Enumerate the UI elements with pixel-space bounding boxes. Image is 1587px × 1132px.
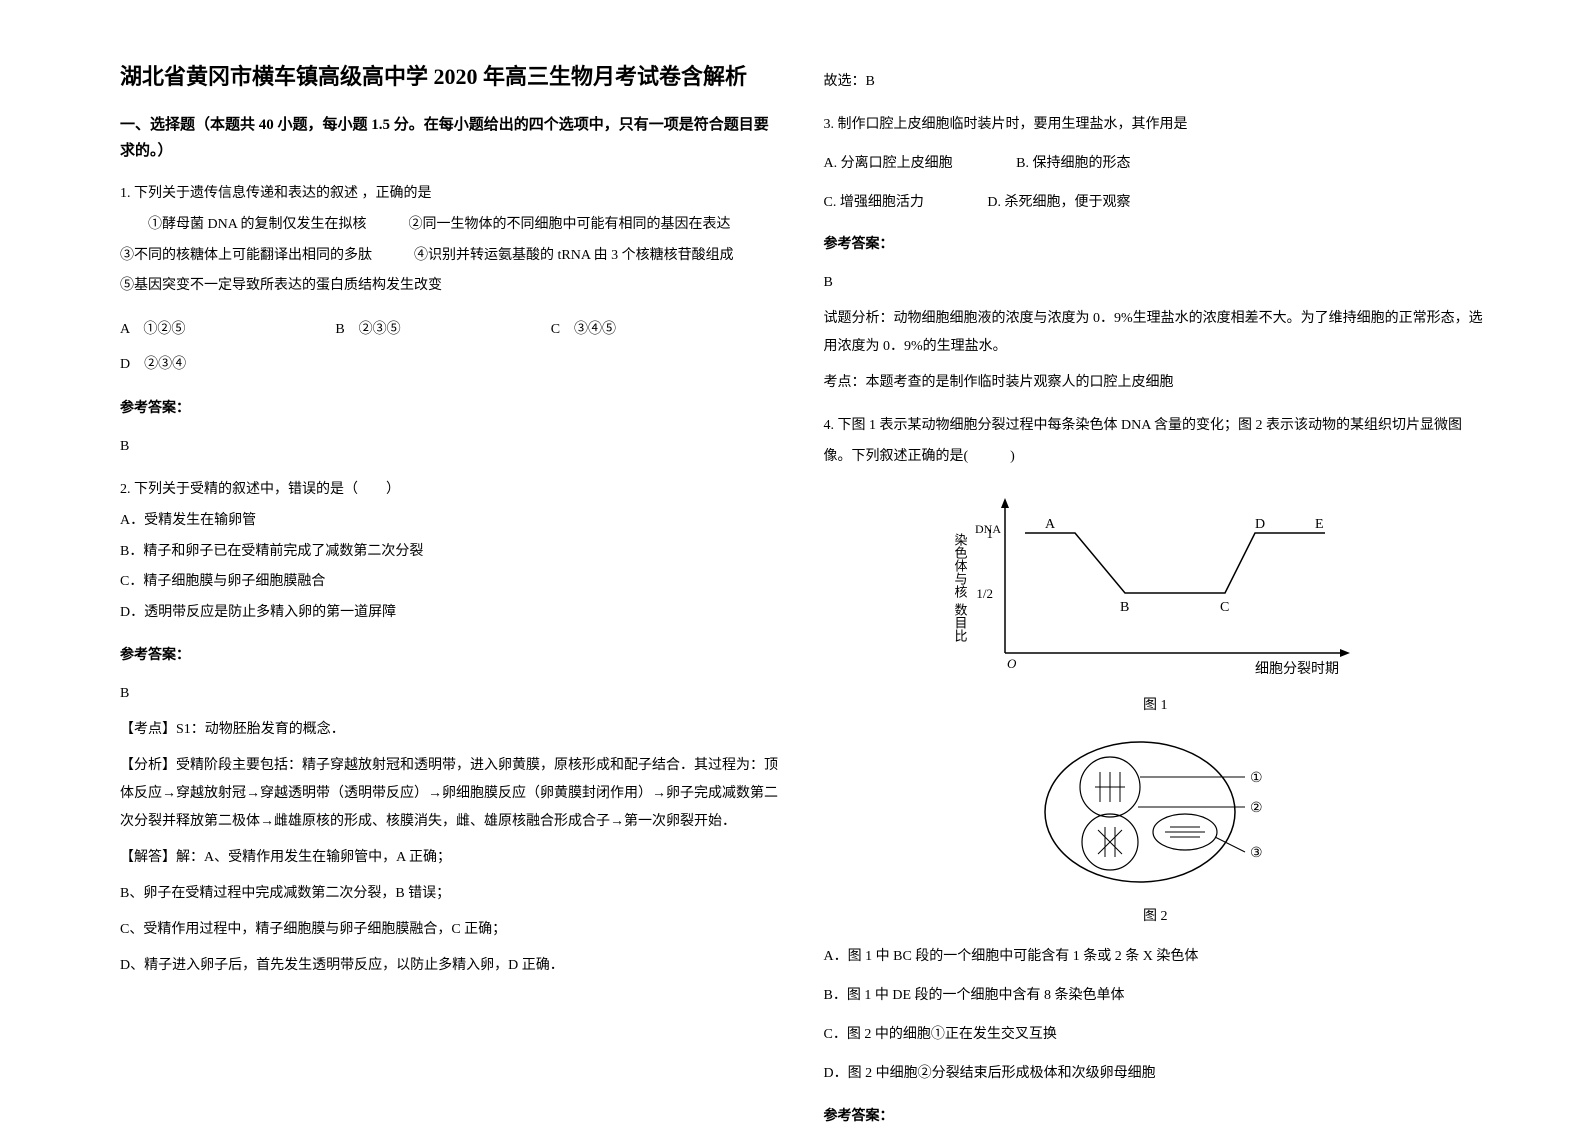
q2-stem: 2. 下列关于受精的叙述中，错误的是（ ） <box>120 475 784 506</box>
fig2-caption: 图 2 <box>824 902 1488 933</box>
q3-fenxi: 试题分析：动物细胞细胞液的浓度与浓度为 0．9%生理盐水的浓度相差不大。为了维持… <box>824 305 1488 361</box>
svg-text:1: 1 <box>987 526 994 541</box>
q1-opt-d: D ②③④ <box>120 347 784 382</box>
svg-text:B: B <box>1120 600 1129 615</box>
q1-stem: 1. 下列关于遗传信息传递和表达的叙述 ，正确的是 <box>120 179 784 210</box>
q2-jieda-b: B、卵子在受精过程中完成减数第二次分裂，B 错误； <box>120 880 784 908</box>
q2-answer: B <box>120 680 784 708</box>
q2-answer-label: 参考答案： <box>120 641 784 672</box>
q3-answer: B <box>824 269 1488 297</box>
fig1-caption: 图 1 <box>824 691 1488 722</box>
svg-text:C: C <box>1220 600 1229 615</box>
section-header: 一、选择题（本题共 40 小题，每小题 1.5 分。在每小题给出的四个选项中，只… <box>120 113 784 164</box>
svg-text:D: D <box>1255 517 1265 532</box>
q3-stem: 3. 制作口腔上皮细胞临时装片时，要用生理盐水，其作用是 <box>824 110 1488 141</box>
svg-text:1/2: 1/2 <box>977 586 994 601</box>
q2-jieda-a: 【解答】解：A、受精作用发生在输卵管中，A 正确； <box>120 844 784 872</box>
q2-opt-d: D．透明带反应是防止多精入卵的第一道屏障 <box>120 598 784 629</box>
q1-opt-a: A ①②⑤ <box>120 312 185 347</box>
q4-opt-c: C．图 2 中的细胞①正在发生交叉互换 <box>824 1020 1488 1051</box>
q4-opt-d: D．图 2 中细胞②分裂结束后形成极体和次级卵母细胞 <box>824 1059 1488 1090</box>
q3-opt-a: A. 分离口腔上皮细胞 <box>824 156 953 171</box>
question-2: 2. 下列关于受精的叙述中，错误的是（ ） A．受精发生在输卵管 B．精子和卵子… <box>120 475 784 980</box>
figure-2: ① ② ③ 图 2 <box>824 732 1488 933</box>
svg-text:①: ① <box>1250 771 1263 786</box>
q2-opt-b: B．精子和卵子已在受精前完成了减数第二次分裂 <box>120 537 784 568</box>
question-4: 4. 下图 1 表示某动物细胞分裂过程中每条染色体 DNA 含量的变化；图 2 … <box>824 411 1488 1132</box>
q4-answer-label: 参考答案： <box>824 1102 1488 1132</box>
q1-items: ①酵母菌 DNA 的复制仅发生在拟核 ②同一生物体的不同细胞中可能有相同的基因在… <box>120 210 784 302</box>
q2-guxuan: 故选：B <box>824 68 1488 96</box>
q1-opt-b: B ②③⑤ <box>335 312 400 347</box>
q2-jieda-c: C、受精作用过程中，精子细胞膜与卵子细胞膜融合，C 正确； <box>120 916 784 944</box>
q3-kaodian: 考点：本题考查的是制作临时装片观察人的口腔上皮细胞 <box>824 369 1488 397</box>
svg-text:A: A <box>1045 517 1056 532</box>
q2-jieda-d: D、精子进入卵子后，首先发生透明带反应，以防止多精入卵，D 正确． <box>120 952 784 980</box>
svg-text:染色体与核: 染色体与核 <box>953 533 968 598</box>
question-3: 3. 制作口腔上皮细胞临时装片时，要用生理盐水，其作用是 A. 分离口腔上皮细胞… <box>824 110 1488 397</box>
svg-text:③: ③ <box>1250 846 1263 861</box>
q1-answer: B <box>120 433 784 461</box>
cell-diagram-svg: ① ② ③ <box>1030 732 1280 892</box>
svg-text:O: O <box>1007 656 1017 671</box>
q2-opt-c: C．精子细胞膜与卵子细胞膜融合 <box>120 567 784 598</box>
q4-stem: 4. 下图 1 表示某动物细胞分裂过程中每条染色体 DNA 含量的变化；图 2 … <box>824 411 1488 473</box>
svg-text:细胞分裂时期: 细胞分裂时期 <box>1255 661 1339 677</box>
q2-kaodian: 【考点】S1：动物胚胎发育的概念． <box>120 716 784 744</box>
q3-opt-b: B. 保持细胞的形态 <box>1016 156 1130 171</box>
q1-opt-c: C ③④⑤ <box>551 312 616 347</box>
q4-opt-b: B．图 1 中 DE 段的一个细胞中含有 8 条染色单体 <box>824 981 1488 1012</box>
q3-opt-c: C. 增强细胞活力 <box>824 195 924 210</box>
q2-opt-a: A．受精发生在输卵管 <box>120 506 784 537</box>
svg-text:数目比: 数目比 <box>953 603 968 643</box>
page-title: 湖北省黄冈市横车镇高级高中学 2020 年高三生物月考试卷含解析 <box>120 60 784 93</box>
figure-1: 染色体与核 DNA 数目比 1 1/2 O 细胞分裂时期 A B C D E 图… <box>824 483 1488 722</box>
q4-opt-a: A．图 1 中 BC 段的一个细胞中可能含有 1 条或 2 条 X 染色体 <box>824 942 1488 973</box>
q3-opt-d: D. 杀死细胞，便于观察 <box>987 195 1130 210</box>
question-1: 1. 下列关于遗传信息传递和表达的叙述 ，正确的是 ①酵母菌 DNA 的复制仅发… <box>120 179 784 461</box>
q3-answer-label: 参考答案： <box>824 230 1488 261</box>
q2-fenxi: 【分析】受精阶段主要包括：精子穿越放射冠和透明带，进入卵黄膜，原核形成和配子结合… <box>120 752 784 836</box>
svg-text:E: E <box>1315 517 1324 532</box>
svg-text:②: ② <box>1250 801 1263 816</box>
q1-answer-label: 参考答案： <box>120 394 784 425</box>
chart-svg: 染色体与核 DNA 数目比 1 1/2 O 细胞分裂时期 A B C D E <box>945 483 1365 683</box>
